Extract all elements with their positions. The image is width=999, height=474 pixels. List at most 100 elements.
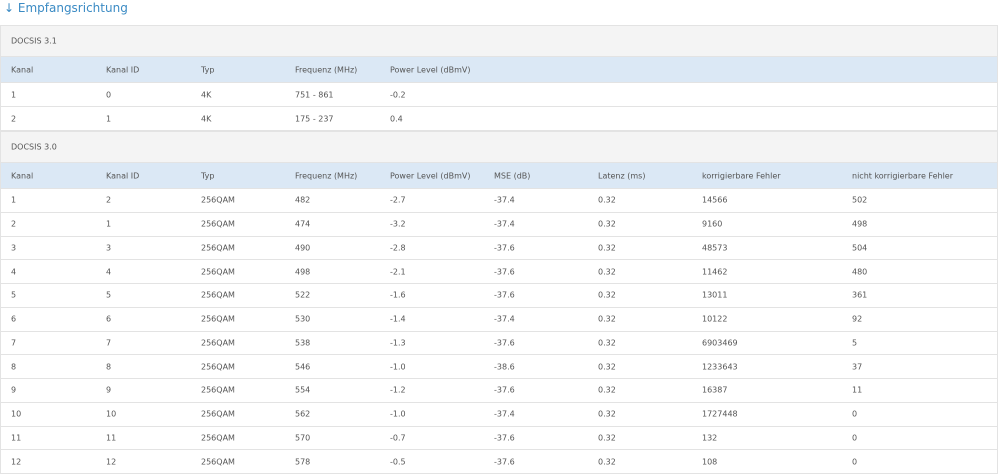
table-cell: -0.5 [390,457,406,467]
table-cell: 9 [11,385,17,395]
table-cell: 92 [852,314,863,324]
column-header: MSE (dB) [494,171,531,180]
table-cell: 2 [11,114,17,123]
column-header: korrigierbare Fehler [702,171,781,180]
table-cell: 504 [852,243,868,253]
table-cell: 0.32 [598,290,616,300]
table-cell: 7 [11,338,17,348]
table-cell: 1233643 [702,362,738,372]
table-cell: 1 [11,195,17,205]
table-cell: 0 [852,409,858,419]
table-cell: -3.2 [390,219,406,229]
table-cell: -1.4 [390,314,406,324]
table-cell: 530 [295,314,311,324]
table-cell: 9160 [702,219,723,229]
table-cell: 3 [11,243,17,253]
table-cell: 10 [106,409,117,419]
table-cell: -37.6 [494,433,515,443]
table-cell: -38.6 [494,362,515,372]
header-row: Kanal Kanal ID Typ Frequenz (MHz) Power Leve… [0,163,998,189]
table-cell: -1.0 [390,409,406,419]
table-cell: 6 [11,314,17,324]
data-row: 4 4 256QAM 498 -2.1 -37.6 0.32 11462 480 [0,260,998,284]
table-cell: 578 [295,457,311,467]
table-cell: 11 [852,385,863,395]
table-cell: -2.7 [390,195,406,205]
table-cell: 490 [295,243,311,253]
table-cell: 10122 [702,314,728,324]
table-cell: 0.32 [598,267,616,277]
table-cell: 10 [11,409,22,419]
table-cell: 546 [295,362,311,372]
data-row: 3 3 256QAM 490 -2.8 -37.6 0.32 48573 504 [0,236,998,261]
table-cell: 6 [106,314,112,324]
table-cell: 1 [11,90,17,99]
table-cell: 0.4 [390,114,403,123]
table-cell: 4 [106,267,112,277]
table-cell: 0.32 [598,457,616,467]
table-cell: 8 [106,362,112,372]
table-cell: -37.6 [494,290,515,300]
section-row: DOCSIS 3.0 [0,131,998,163]
data-row: 8 8 256QAM 546 -1.0 -38.6 0.32 1233643 37 [0,355,998,379]
column-header: Typ [201,65,215,74]
table-cell: -37.4 [494,314,515,324]
table-cell: 2 [11,219,17,229]
table-cell: -37.6 [494,243,515,253]
data-row: 1 0 4K 751 - 861 -0.2 [0,83,998,107]
table-cell: 0 [852,433,858,443]
table-cell: 256QAM [201,362,235,372]
table-cell: -2.1 [390,267,406,277]
table-cell: 751 - 861 [295,90,334,99]
table-cell: 4 [11,267,17,277]
data-row: 6 6 256QAM 530 -1.4 -37.4 0.32 10122 92 [0,307,998,332]
section-row: DOCSIS 3.1 [0,25,998,57]
table-cell: 4K [201,90,212,99]
table-cell: 0.32 [598,243,616,253]
table-cell: 14566 [702,195,728,205]
table-cell: -37.6 [494,338,515,348]
column-header: Power Level (dBmV) [390,65,471,74]
table-cell: 11 [11,433,22,443]
table-cell: 0.32 [598,385,616,395]
section-label: DOCSIS 3.0 [11,142,57,152]
table-cell: -37.4 [494,409,515,419]
table-cell: 256QAM [201,219,235,229]
table-cell: 3 [106,243,112,253]
table-cell: -37.4 [494,195,515,205]
table-cell: 256QAM [201,290,235,300]
table-cell: 482 [295,195,311,205]
table-cell: 9 [106,385,112,395]
table-cell: -37.4 [494,219,515,229]
table-cell: 361 [852,290,868,300]
table-cell: -1.6 [390,290,406,300]
data-row: 11 11 256QAM 570 -0.7 -37.6 0.32 132 0 [0,426,998,451]
table-cell: 108 [702,457,718,467]
table-cell: 1727448 [702,409,738,419]
table-cell: 8 [11,362,17,372]
column-header: Frequenz (MHz) [295,171,358,180]
table-cell: 256QAM [201,243,235,253]
column-header: Frequenz (MHz) [295,65,358,74]
table-cell: 0.32 [598,362,616,372]
table-cell: 4K [201,114,212,123]
column-header: Kanal [11,65,34,74]
table-cell: -1.3 [390,338,406,348]
heading: ↓ Empfangsrichtung [4,1,128,15]
table-cell: -37.6 [494,267,515,277]
header-row: Kanal Kanal ID Typ Frequenz (MHz) Power Leve… [0,57,998,83]
table-cell: 5 [852,338,858,348]
table-cell: 0.32 [598,338,616,348]
table-cell: 562 [295,409,311,419]
table-cell: 554 [295,385,311,395]
table-cell: 498 [295,267,311,277]
column-header: Power Level (dBmV) [390,171,471,180]
table-cell: 474 [295,219,311,229]
table-cell: 11462 [702,267,728,277]
table-cell: 175 - 237 [295,114,334,123]
table-cell: 502 [852,195,868,205]
table-cell: 12 [106,457,117,467]
data-row: 2 1 4K 175 - 237 0.4 [0,107,998,131]
table-cell: 256QAM [201,385,235,395]
